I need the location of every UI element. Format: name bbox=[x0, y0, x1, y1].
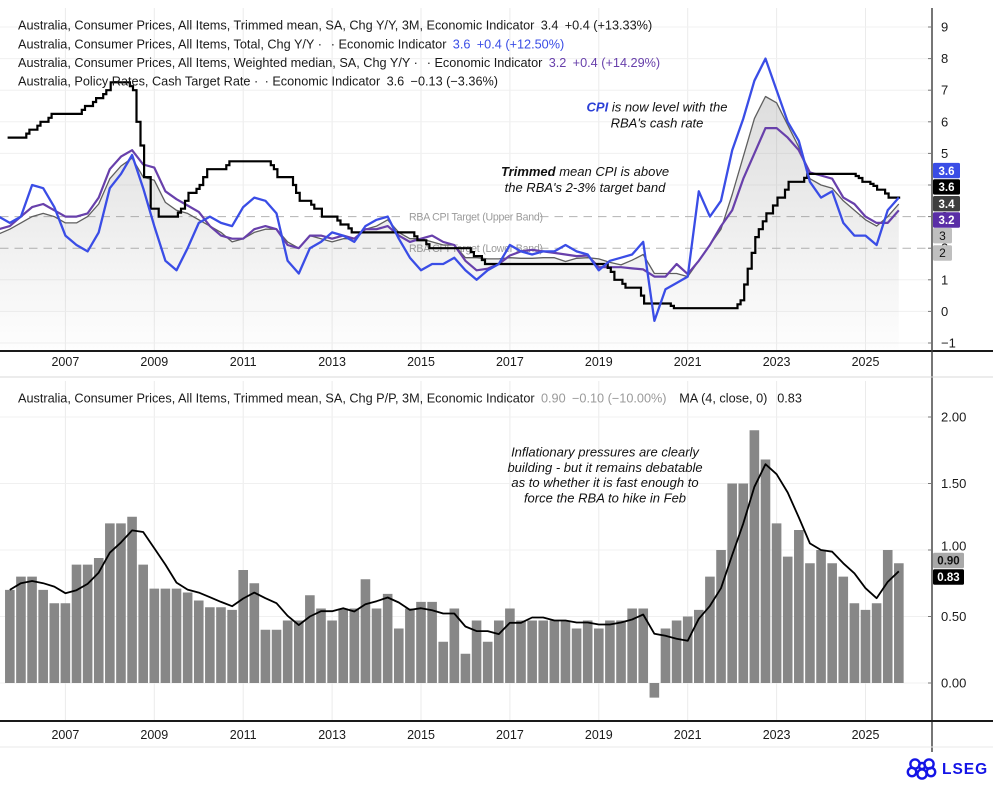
svg-text:2013: 2013 bbox=[318, 355, 346, 369]
svg-text:3.6: 3.6 bbox=[939, 166, 955, 178]
svg-text:Australia, Consumer Prices, Al: Australia, Consumer Prices, All Items, T… bbox=[18, 18, 652, 32]
svg-text:3.2: 3.2 bbox=[939, 215, 955, 227]
svg-text:3.6: 3.6 bbox=[939, 182, 955, 194]
svg-text:Trimmed mean CPI is above: Trimmed mean CPI is above bbox=[501, 164, 669, 179]
svg-text:5: 5 bbox=[941, 146, 948, 161]
svg-text:2021: 2021 bbox=[674, 355, 702, 369]
svg-text:0.90: 0.90 bbox=[937, 556, 959, 568]
svg-text:2025: 2025 bbox=[852, 728, 880, 742]
svg-text:RBA's cash rate: RBA's cash rate bbox=[611, 116, 704, 131]
svg-text:2023: 2023 bbox=[763, 728, 791, 742]
svg-text:building - but it remains deba: building - but it remains debatable bbox=[507, 460, 702, 475]
svg-text:2009: 2009 bbox=[140, 355, 168, 369]
svg-text:9: 9 bbox=[941, 20, 948, 35]
svg-text:Australia, Consumer Prices, Al: Australia, Consumer Prices, All Items, T… bbox=[18, 37, 564, 51]
svg-text:2019: 2019 bbox=[585, 355, 613, 369]
svg-text:2017: 2017 bbox=[496, 355, 524, 369]
svg-text:2019: 2019 bbox=[585, 728, 613, 742]
svg-text:−1: −1 bbox=[941, 336, 956, 351]
svg-text:2011: 2011 bbox=[230, 728, 257, 742]
svg-text:1.00: 1.00 bbox=[941, 539, 966, 554]
svg-text:2.00: 2.00 bbox=[941, 410, 966, 425]
svg-text:6: 6 bbox=[941, 114, 948, 129]
svg-text:Australia, Consumer Prices, Al: Australia, Consumer Prices, All Items, W… bbox=[18, 56, 660, 70]
svg-text:2013: 2013 bbox=[318, 728, 346, 742]
svg-text:1: 1 bbox=[941, 272, 948, 287]
svg-text:Australia, Consumer Prices, Al: Australia, Consumer Prices, All Items, T… bbox=[18, 391, 802, 405]
svg-text:2025: 2025 bbox=[852, 355, 880, 369]
svg-text:the RBA's 2-3% target band: the RBA's 2-3% target band bbox=[505, 180, 667, 195]
svg-text:2023: 2023 bbox=[763, 355, 791, 369]
svg-text:0.50: 0.50 bbox=[941, 609, 966, 624]
svg-text:7: 7 bbox=[941, 83, 948, 98]
svg-text:2015: 2015 bbox=[407, 728, 435, 742]
svg-text:3: 3 bbox=[939, 229, 946, 243]
svg-text:3.4: 3.4 bbox=[939, 199, 956, 211]
svg-text:0.83: 0.83 bbox=[937, 572, 959, 584]
svg-text:RBA CPI Target (Upper Band): RBA CPI Target (Upper Band) bbox=[409, 212, 543, 224]
svg-text:2: 2 bbox=[939, 246, 946, 260]
svg-text:1.50: 1.50 bbox=[941, 476, 966, 491]
svg-text:as to whether it is fast enoug: as to whether it is fast enough to bbox=[511, 475, 698, 490]
svg-text:force the RBA to hike in Feb: force the RBA to hike in Feb bbox=[524, 490, 686, 505]
svg-text:LSEG: LSEG bbox=[942, 761, 988, 778]
svg-text:8: 8 bbox=[941, 51, 948, 66]
svg-text:0.00: 0.00 bbox=[941, 676, 966, 691]
svg-text:CPI is now level with the: CPI is now level with the bbox=[587, 100, 728, 115]
svg-text:2007: 2007 bbox=[51, 355, 79, 369]
svg-text:0: 0 bbox=[941, 304, 948, 319]
svg-text:2021: 2021 bbox=[674, 728, 702, 742]
svg-text:Australia, Policy Rates, Cash: Australia, Policy Rates, Cash Target Rat… bbox=[18, 75, 498, 89]
svg-text:2017: 2017 bbox=[496, 728, 524, 742]
svg-text:2011: 2011 bbox=[230, 355, 257, 369]
svg-text:2007: 2007 bbox=[51, 728, 79, 742]
svg-text:2015: 2015 bbox=[407, 355, 435, 369]
svg-text:Inflationary pressures are cle: Inflationary pressures are clearly bbox=[511, 445, 700, 460]
svg-text:2009: 2009 bbox=[140, 728, 168, 742]
